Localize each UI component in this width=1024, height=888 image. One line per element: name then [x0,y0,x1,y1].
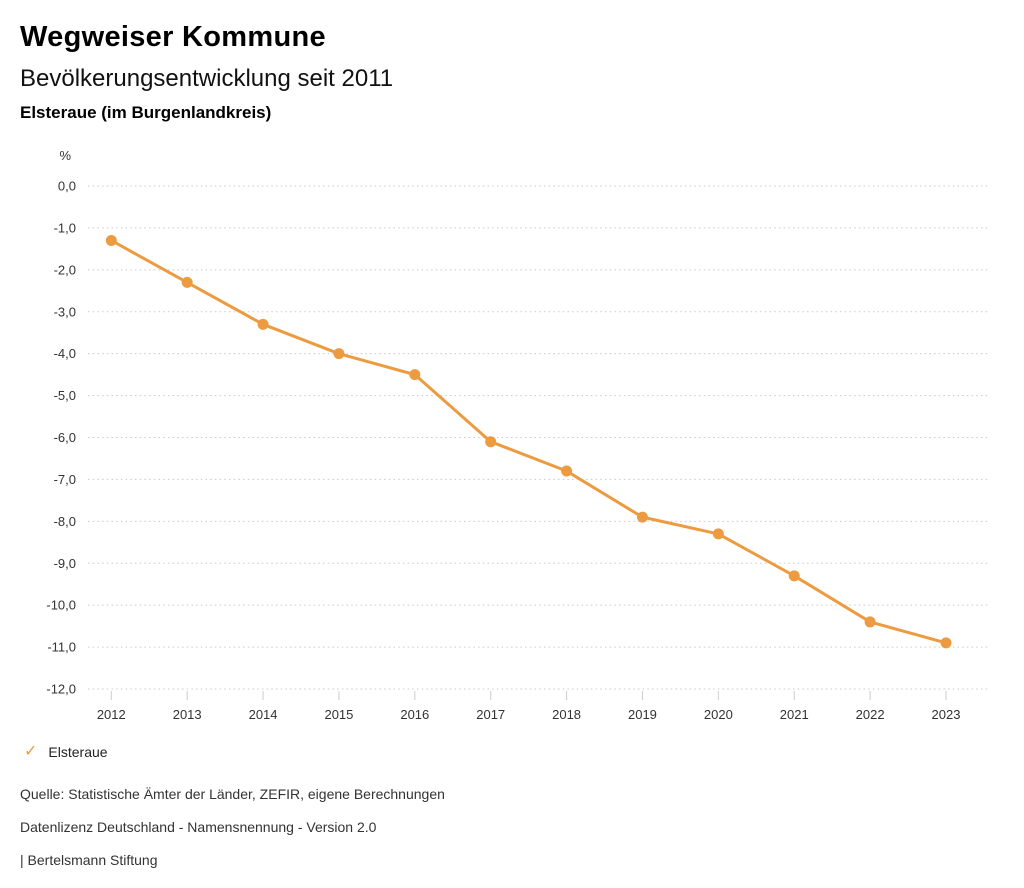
legend-label: Elsteraue [48,744,108,760]
x-axis-tick-label: 2014 [249,707,278,722]
y-axis-tick-label: -10,0 [46,598,76,613]
x-axis-tick-label: 2020 [704,707,733,722]
x-axis-tick-label: 2016 [400,707,429,722]
data-point[interactable] [181,276,193,288]
data-point[interactable] [485,436,497,448]
x-axis-tick-label: 2017 [476,707,505,722]
x-axis-tick-label: 2018 [552,707,581,722]
license-note: Datenlizenz Deutschland - Namensnennung … [20,819,377,835]
y-axis-tick-label: -5,0 [54,388,76,403]
legend-item-elsteraue[interactable]: ✓ Elsteraue [24,743,108,761]
region-subtitle: Elsteraue (im Burgenlandkreis) [20,103,272,122]
population-line-chart: % 0,0 -1,0 -2,0 -3,0 -4,0 -5,0 -6,0 -7,0 -8,0 -9,0… [46,148,990,722]
y-axis-tick-label: -12,0 [46,682,76,697]
legend-check-icon[interactable]: ✓ [24,743,38,760]
x-axis-tick-label: 2023 [932,707,961,722]
data-point[interactable] [864,616,876,628]
y-axis-tick-label: -3,0 [54,304,76,319]
chart-footer: Quelle: Statistische Ämter der Länder, Z… [20,786,445,885]
data-point[interactable] [561,465,573,477]
data-point[interactable] [788,570,800,582]
data-point[interactable] [105,234,117,246]
y-axis-tick-label: -7,0 [54,472,76,487]
data-point[interactable] [409,369,421,381]
x-axis-tick-label: 2012 [97,707,126,722]
x-axis-tick-label: 2015 [324,707,353,722]
y-axis-unit-label: % [59,148,71,163]
chart-title: Bevölkerungsentwicklung seit 2011 [20,65,394,92]
x-axis-tick-label: 2022 [856,707,885,722]
y-axis-tick-label: -9,0 [54,556,76,571]
data-point[interactable] [940,637,952,649]
data-point[interactable] [712,528,724,540]
y-axis-tick-label: -11,0 [47,640,76,655]
y-axis-tick-label: -2,0 [54,262,76,277]
source-note: Quelle: Statistische Ämter der Länder, Z… [20,786,445,802]
y-axis-tick-label: -4,0 [54,346,76,361]
brand-note: | Bertelsmann Stiftung [20,852,158,868]
y-axis-tick-label: 0,0 [58,179,76,194]
page-title: Wegweiser Kommune [20,21,326,53]
y-axis-tick-label: -8,0 [54,514,76,529]
series-line [109,238,948,645]
x-axis-tick-label: 2021 [780,707,809,722]
y-axis-tick-label: -1,0 [54,220,76,235]
data-point[interactable] [257,318,269,330]
data-point[interactable] [333,348,345,360]
x-axis-tick-label: 2013 [173,707,202,722]
x-axis-tick-label: 2019 [628,707,657,722]
data-point[interactable] [636,511,648,523]
y-axis-tick-label: -6,0 [54,430,76,445]
